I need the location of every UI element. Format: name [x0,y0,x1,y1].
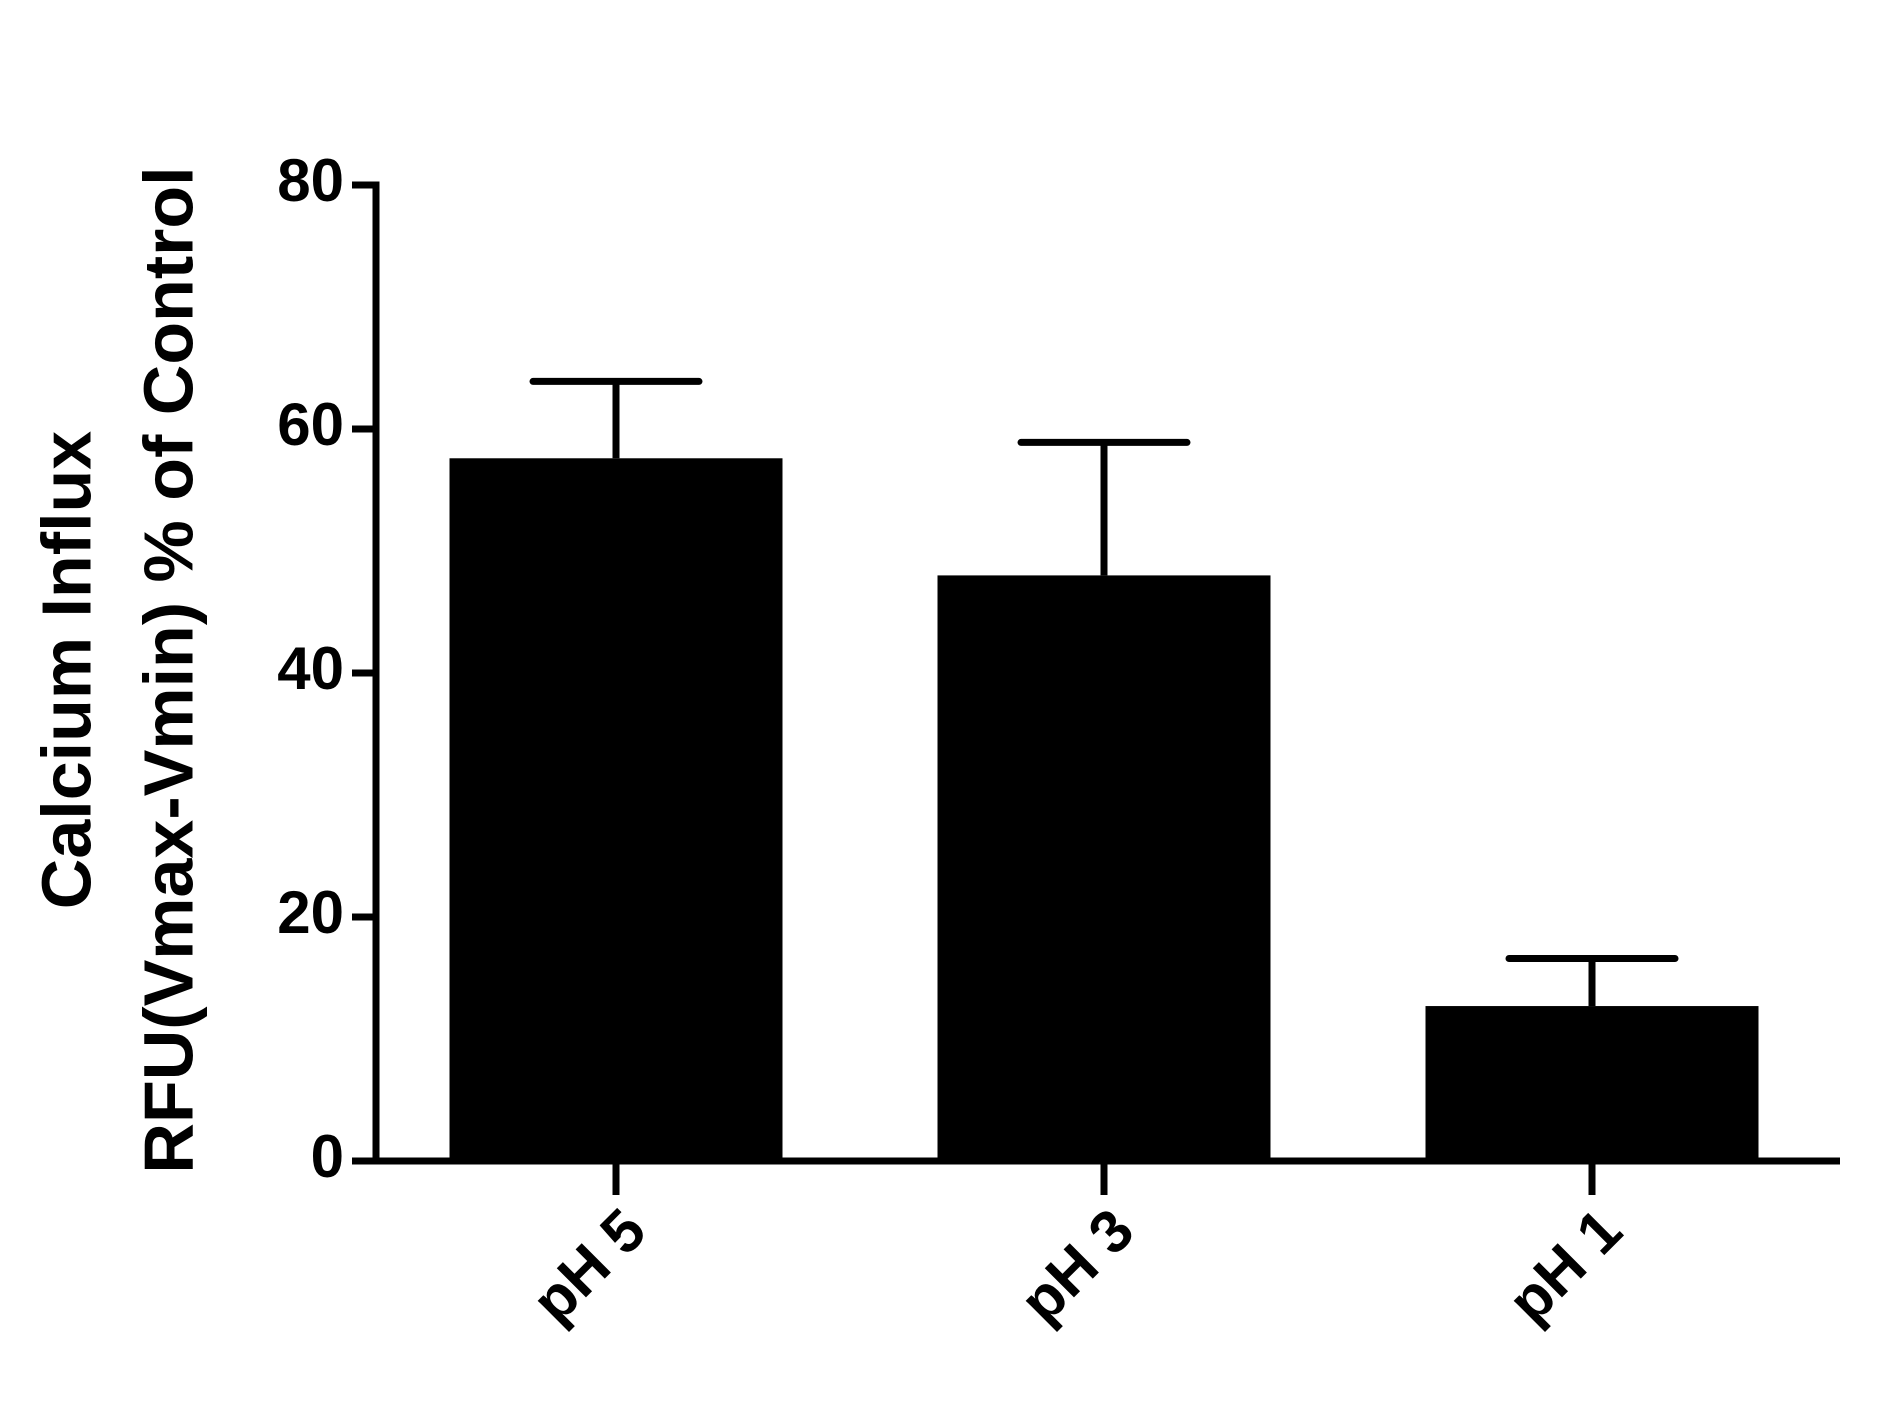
y-axis-label: RFU(Vmax-Vmin) % of Control [129,166,207,1173]
x-tick-label: pH 5 [519,1196,658,1335]
x-tick-label: pH 1 [1495,1196,1634,1335]
y-label-1: Calcium Influx [27,431,105,909]
x-tick-label: pH 3 [1007,1196,1146,1335]
bar [449,458,783,1161]
y-tick-label: 40 [277,635,344,702]
y-axis-label: Calcium Influx [27,431,105,909]
bar [937,575,1271,1161]
x-label-group: pH 1 [1495,1196,1634,1335]
y-tick-label: 20 [277,879,344,946]
y-tick-label: 0 [311,1123,344,1190]
x-label-group: pH 3 [1007,1196,1146,1335]
y-label-2: RFU(Vmax-Vmin) % of Control [129,166,207,1173]
bar [1425,1006,1759,1161]
y-tick-label: 80 [277,147,344,214]
y-tick-label: 60 [277,391,344,458]
x-label-group: pH 5 [519,1196,658,1335]
